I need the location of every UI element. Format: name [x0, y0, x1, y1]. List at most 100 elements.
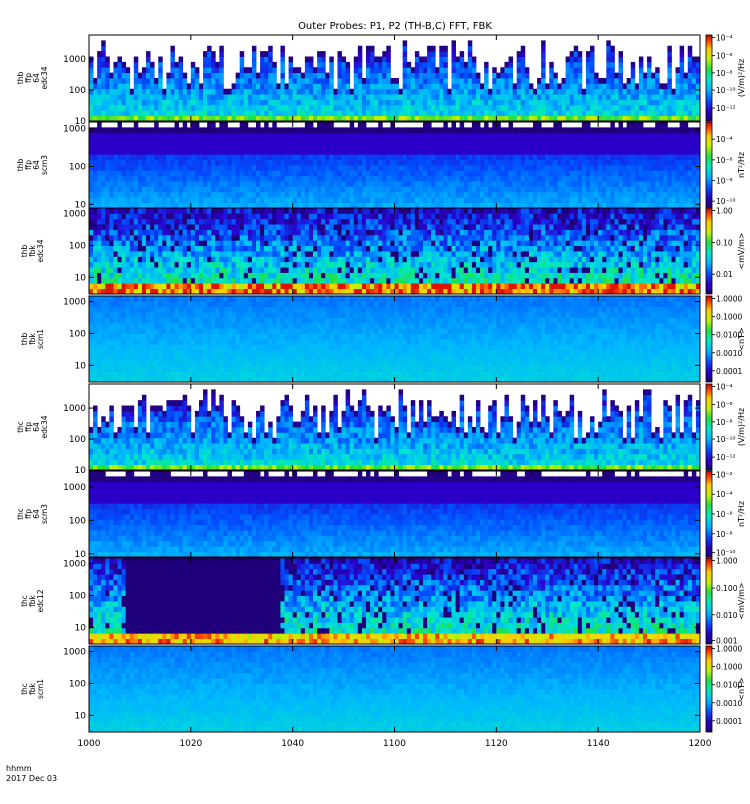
colorbar-label: nT²/Hz: [737, 501, 746, 527]
y-tick-label: 1000: [63, 404, 86, 414]
colorbar: [706, 208, 712, 294]
colorbar-tick-label: 0.1000: [716, 663, 742, 672]
colorbar: [706, 296, 712, 382]
y-tick-label: 1000: [63, 560, 86, 570]
x-tick-label: 1040: [281, 739, 304, 749]
colorbar-tick-label: 10⁻¹⁰: [716, 197, 736, 206]
y-tick-label: 100: [69, 162, 86, 172]
x-tick-label: 1000: [78, 739, 101, 749]
spectrogram-image: [89, 646, 700, 732]
x-tick-label: 1100: [383, 739, 406, 749]
y-tick-label: 10: [75, 361, 87, 371]
y-tick-label: 1000: [63, 125, 86, 135]
x-tick-label: 1020: [179, 739, 202, 749]
y-axis-label-line: scm3: [40, 504, 49, 524]
y-tick-label: 1000: [63, 55, 86, 65]
y-axis-label-line: edc34: [40, 415, 49, 438]
colorbar-tick-label: 0.1000: [716, 313, 742, 322]
colorbar-label: (V/m)²/Hz: [737, 59, 746, 97]
footer-hhmm: hhmm: [6, 764, 32, 773]
colorbar-tick-label: 0.0001: [716, 367, 742, 376]
colorbar-tick-label: 10⁻⁶: [716, 52, 733, 61]
colorbar-tick-label: 0.01: [716, 270, 733, 279]
colorbar-label: <mV/m>: [737, 582, 746, 619]
y-tick-label: 100: [69, 679, 86, 689]
y-tick-label: 100: [69, 516, 86, 526]
colorbar-tick-label: 10⁻¹²: [716, 104, 736, 113]
colorbar-tick-label: 10⁻⁴: [716, 135, 733, 144]
spectrogram-image: [89, 122, 700, 208]
colorbar-tick-label: 1.000: [716, 557, 738, 566]
colorbar-label: nT²/Hz: [737, 152, 746, 178]
colorbar-tick-label: 0.10: [716, 238, 733, 247]
colorbar-tick-label: 10⁻⁸: [716, 69, 733, 78]
colorbar: [706, 471, 712, 557]
figure-title: Outer Probes: P1, P2 (TH-B,C) FFT, FBK: [298, 21, 492, 32]
colorbar: [706, 558, 712, 644]
spectrogram-image: [89, 296, 700, 382]
colorbar-tick-label: 10⁻¹²: [716, 453, 736, 462]
y-axis-label-line: edc34: [36, 239, 45, 262]
colorbar-tick-label: 1.0000: [716, 645, 742, 654]
colorbar-tick-label: 10⁻⁴: [716, 490, 733, 499]
y-tick-label: 100: [69, 591, 86, 601]
colorbar-tick-label: 10⁻⁸: [716, 176, 733, 185]
x-tick-label: 1140: [587, 739, 610, 749]
x-tick-label: 1120: [485, 739, 508, 749]
colorbar-tick-label: 1.00: [716, 207, 733, 216]
y-tick-label: 10: [75, 466, 87, 476]
colorbar-tick-label: 1.0000: [716, 295, 742, 304]
colorbar-tick-label: 10⁻¹⁰: [716, 435, 736, 444]
y-tick-label: 100: [69, 86, 86, 96]
spectrogram-image: [89, 558, 700, 644]
colorbar-tick-label: 10⁻⁸: [716, 530, 733, 539]
colorbar-tick-label: 0.100: [716, 584, 738, 593]
x-tick-label: 1200: [689, 739, 712, 749]
colorbar-tick-label: 10⁻⁶: [716, 156, 733, 165]
y-tick-label: 10: [75, 623, 87, 633]
y-tick-label: 100: [69, 435, 86, 445]
y-tick-label: 10: [75, 273, 87, 283]
y-axis-label-line: scm1: [36, 329, 45, 349]
y-axis-label-line: scm3: [40, 155, 49, 175]
colorbar-tick-label: 10⁻⁴: [716, 383, 733, 392]
y-tick-label: 10: [75, 550, 87, 560]
colorbar-tick-label: 10⁻⁴: [716, 34, 733, 43]
colorbar-tick-label: 10⁻⁸: [716, 418, 733, 427]
colorbar-label: <mV/m>: [737, 232, 746, 269]
spectrogram-image: [89, 471, 700, 557]
colorbar: [706, 122, 712, 208]
y-axis-label-line: scm1: [36, 679, 45, 699]
colorbar-tick-label: 0.010: [716, 611, 738, 620]
y-tick-label: 10: [75, 711, 87, 721]
colorbar-label: <nT>: [737, 327, 746, 350]
colorbar-tick-label: 10⁻⁶: [716, 401, 733, 410]
y-tick-label: 1000: [63, 483, 86, 493]
y-tick-label: 100: [69, 241, 86, 251]
colorbar: [706, 646, 712, 732]
colorbar: [706, 384, 712, 470]
colorbar-label: (V/m)²/Hz: [737, 408, 746, 446]
colorbar-tick-label: 10⁻⁶: [716, 510, 733, 519]
y-tick-label: 100: [69, 329, 86, 339]
colorbar-tick-label: 10⁻¹⁰: [716, 86, 736, 95]
footer-date: 2017 Dec 03: [6, 774, 57, 783]
colorbar-label: <nT>: [737, 677, 746, 700]
spectrogram-image: [89, 208, 700, 294]
y-axis-label-line: edc34: [40, 66, 49, 89]
y-tick-label: 1000: [63, 210, 86, 220]
colorbar: [706, 35, 712, 121]
y-tick-label: 1000: [63, 648, 86, 658]
colorbar-tick-label: 0.0001: [716, 717, 742, 726]
y-axis-label-line: edc12: [36, 589, 45, 612]
